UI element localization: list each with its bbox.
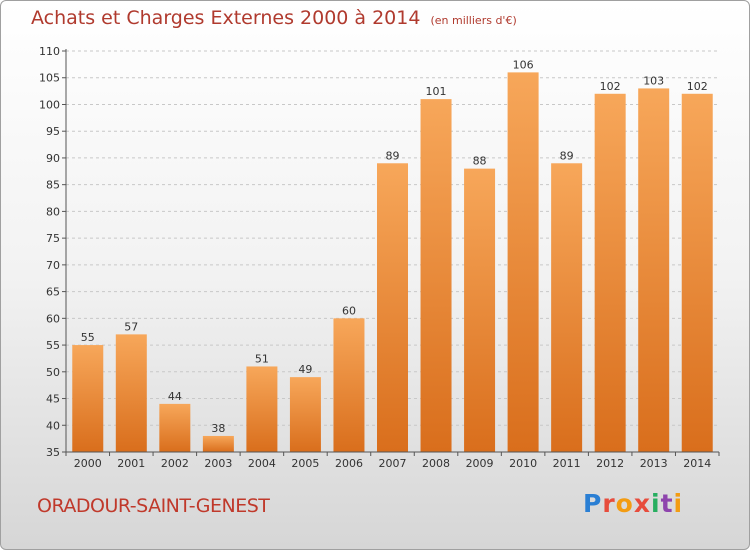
bar-2004: [246, 366, 278, 452]
y-tick-label: 35: [46, 446, 60, 459]
value-label-2007: 89: [386, 149, 400, 162]
value-label-2000: 55: [81, 331, 95, 344]
value-label-2002: 44: [168, 390, 182, 403]
y-tick-label: 75: [46, 232, 60, 245]
bar-2009: [464, 168, 496, 453]
x-tick-label-2002: 2002: [161, 457, 189, 470]
proxiti-logo: Proxiti: [583, 489, 684, 518]
value-label-2014: 102: [687, 80, 708, 93]
x-tick-label-2001: 2001: [117, 457, 145, 470]
value-label-2006: 60: [342, 304, 356, 317]
y-tick-label: 65: [46, 286, 60, 299]
bars: 55 57 44 38 51 49 60 89 101 88 106 89 102 103 102: [72, 58, 713, 453]
y-tick-label: 45: [46, 393, 60, 406]
bar-2005: [289, 377, 321, 452]
x-tick-label-2008: 2008: [422, 457, 450, 470]
value-label-2001: 57: [124, 320, 138, 333]
value-label-2005: 49: [298, 363, 312, 376]
x-tick-label-2007: 2007: [379, 457, 407, 470]
value-label-2009: 88: [473, 155, 487, 168]
x-tick-label-2010: 2010: [509, 457, 537, 470]
bar-2001: [115, 334, 147, 452]
chart-unit: (en milliers d'€): [430, 14, 517, 27]
bar-2010: [507, 72, 539, 453]
y-tick-label: 80: [46, 205, 60, 218]
x-tick-label-2006: 2006: [335, 457, 363, 470]
bar-2000: [72, 345, 104, 452]
x-tick-label-2003: 2003: [204, 457, 232, 470]
value-label-2013: 103: [643, 74, 664, 87]
bar-2002: [159, 403, 191, 452]
value-label-2004: 51: [255, 352, 269, 365]
y-tick-label: 40: [46, 419, 60, 432]
y-tick-label: 110: [39, 45, 60, 58]
place-name: ORADOUR-SAINT-GENEST: [37, 495, 270, 517]
y-tick-label: 100: [39, 98, 60, 111]
value-label-2011: 89: [560, 149, 574, 162]
value-label-2003: 38: [211, 422, 225, 435]
x-tick-label-2013: 2013: [640, 457, 668, 470]
y-tick-label: 50: [46, 366, 60, 379]
y-tick-label: 55: [46, 339, 60, 352]
x-tick-label-2005: 2005: [291, 457, 319, 470]
bar-2013: [638, 88, 670, 452]
bar-2008: [420, 99, 452, 453]
y-tick-label: 60: [46, 312, 60, 325]
axes: 35 40 45 50 55 60 65 70 75 80 85 90 95 100 105 110 2000 2…: [39, 45, 720, 470]
y-tick-label: 85: [46, 179, 60, 192]
y-tick-label: 90: [46, 152, 60, 165]
bar-2012: [594, 93, 626, 453]
x-tick-label-2012: 2012: [596, 457, 624, 470]
x-tick-label-2014: 2014: [683, 457, 711, 470]
bar-2014: [681, 93, 713, 453]
bar-2003: [202, 435, 234, 452]
bar-2007: [377, 163, 408, 452]
value-label-2010: 106: [513, 58, 534, 71]
y-tick-label: 95: [46, 125, 60, 138]
x-tick-label-2011: 2011: [553, 457, 581, 470]
bar-2011: [551, 163, 583, 452]
x-tick-label-2009: 2009: [466, 457, 494, 470]
bar-2006: [333, 318, 365, 452]
x-tick-label-2004: 2004: [248, 457, 276, 470]
value-label-2012: 102: [600, 80, 621, 93]
value-label-2008: 101: [426, 85, 447, 98]
x-tick-label-2000: 2000: [74, 457, 102, 470]
chart-title: Achats et Charges Externes 2000 à 2014 (e…: [31, 7, 517, 29]
y-tick-label: 105: [39, 72, 60, 85]
y-tick-label: 70: [46, 259, 60, 272]
